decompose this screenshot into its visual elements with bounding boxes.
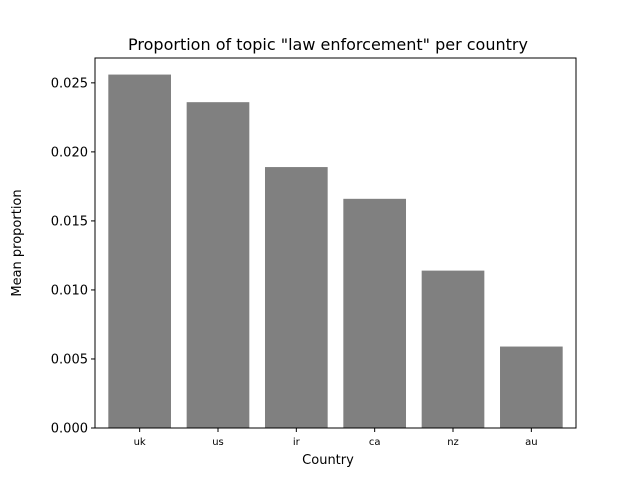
y-tick-label: 0.025 [51,76,88,91]
x-tick-label-us: us [212,437,224,448]
x-tick-label-uk: uk [134,437,146,448]
y-tick-label: 0.010 [51,283,88,298]
x-axis-label: Country [302,453,354,468]
bar-nz [421,270,485,428]
x-axis-ticks: uk us ir ca nz au [134,428,538,448]
x-tick-label-ca: ca [369,437,381,448]
x-tick-label-nz: nz [447,437,459,448]
y-tick-label: 0.000 [51,422,88,437]
y-tick-label: 0.020 [51,145,88,160]
plot-area-frame [94,57,577,429]
y-tick-label: 0.015 [51,214,88,229]
bar-us [186,102,250,428]
x-tick-label-au: au [525,437,537,448]
y-axis-ticks: 0.000 0.005 0.010 0.015 0.020 0.025 [51,76,95,437]
y-axis-label: Mean proportion [10,189,25,296]
bar-uk [108,74,171,428]
bar-au [500,346,563,428]
y-tick-label: 0.005 [51,352,88,367]
bar-ca [343,198,407,428]
bars-group [108,74,563,428]
chart-title: Proportion of topic "law enforcement" pe… [128,35,528,54]
x-tick-label-ir: ir [293,437,301,448]
bar-ir [264,167,328,428]
